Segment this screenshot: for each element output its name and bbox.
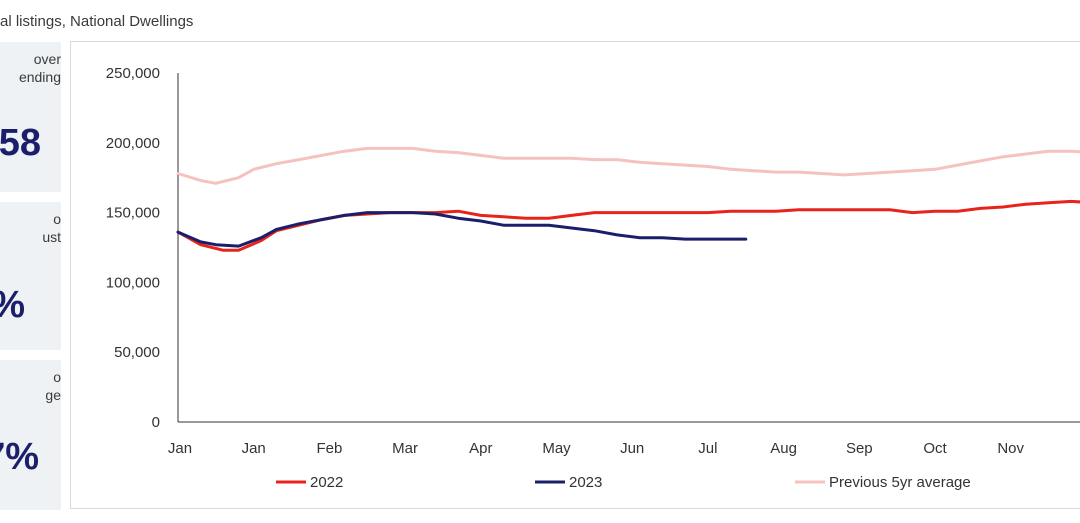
kpi-value: 58 bbox=[0, 122, 41, 164]
legend-label: Previous 5yr average bbox=[829, 474, 971, 491]
chart-title: al listings, National Dwellings bbox=[0, 13, 194, 30]
y-tick-label: 50,000 bbox=[114, 344, 160, 361]
x-tick-label: Feb bbox=[316, 440, 342, 457]
kpi-label: o ge bbox=[45, 369, 61, 403]
y-tick-label: 250,000 bbox=[106, 65, 160, 82]
chart-panel bbox=[70, 41, 1080, 509]
series-line-0 bbox=[176, 199, 1080, 252]
series-line-1 bbox=[176, 211, 748, 248]
x-tick-label: Aug bbox=[770, 440, 797, 457]
y-tick-label: 150,000 bbox=[106, 205, 160, 222]
kpi-value: 7% bbox=[0, 436, 39, 478]
x-tick-label: Mar bbox=[392, 440, 418, 457]
x-tick-label: Jan bbox=[242, 440, 266, 457]
y-tick-label: 100,000 bbox=[106, 274, 160, 291]
y-tick-label: 200,000 bbox=[106, 135, 160, 152]
y-tick-label: 0 bbox=[152, 414, 160, 431]
x-axis-labels: JanJanFebMarAprMayJunJulAugSepOctNovD bbox=[168, 440, 1025, 457]
kpi-label: o ust bbox=[42, 211, 61, 245]
kpi-label: over ending bbox=[18, 51, 61, 85]
y-axis-labels: 250,000 200,000 150,000 100,000 50,000 0 bbox=[106, 65, 160, 431]
x-tick-label: May bbox=[542, 440, 571, 457]
x-tick-label: Jul bbox=[698, 440, 717, 457]
series-line-2 bbox=[176, 146, 1080, 185]
x-tick-label: Jun bbox=[620, 440, 644, 457]
x-tick-label: Nov bbox=[997, 440, 1024, 457]
legend: 2022 2023 Previous 5yr average bbox=[276, 474, 971, 491]
kpi-value: % bbox=[0, 284, 25, 327]
kpi-card-1: over ending 58 bbox=[0, 42, 61, 192]
x-tick-label: Jan bbox=[168, 440, 192, 457]
kpi-card-3: oge 7% bbox=[0, 360, 61, 510]
x-tick-label: Sep bbox=[846, 440, 873, 457]
legend-label: 2023 bbox=[569, 474, 602, 491]
legend-label: 2022 bbox=[310, 474, 343, 491]
series-lines bbox=[176, 146, 1080, 252]
x-tick-label: Apr bbox=[469, 440, 492, 457]
x-tick-label: Oct bbox=[923, 440, 947, 457]
